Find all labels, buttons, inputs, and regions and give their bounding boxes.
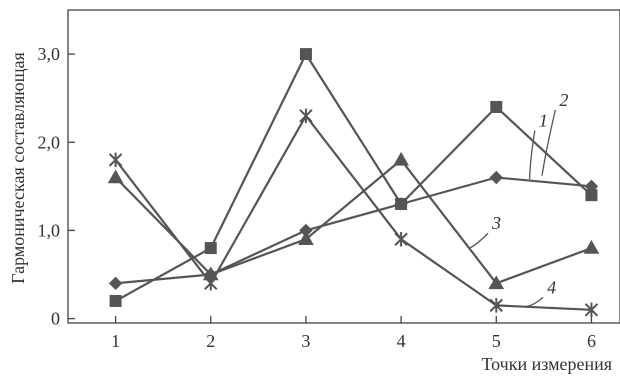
data-point <box>299 48 312 61</box>
data-point <box>109 294 122 307</box>
data-point <box>107 169 124 184</box>
data-point <box>204 242 217 255</box>
series-label-leader <box>528 130 536 180</box>
y-tick-label: 0 <box>51 309 60 329</box>
x-axis-label: Точки измерения <box>481 354 612 374</box>
y-tick-label: 1,0 <box>38 220 61 240</box>
x-tick-label: 5 <box>492 331 501 351</box>
data-point <box>489 170 503 185</box>
series-line <box>114 158 592 285</box>
x-tick-label: 1 <box>111 331 120 351</box>
data-point <box>204 276 218 291</box>
series-label: 1 <box>539 111 548 131</box>
x-tick-label: 4 <box>397 331 406 351</box>
series-label-leader <box>469 232 489 249</box>
series-label-leader <box>526 296 544 307</box>
x-tick-label: 6 <box>587 331 596 351</box>
data-point <box>583 240 600 254</box>
data-point <box>488 275 505 290</box>
data-point <box>395 197 408 210</box>
series-1 <box>108 170 599 291</box>
data-point <box>394 232 408 247</box>
series-4 <box>108 108 599 317</box>
x-tick-label: 3 <box>301 331 310 351</box>
y-axis-label: Гармоническая составляющая <box>8 52 28 284</box>
data-point <box>108 152 123 168</box>
data-point <box>489 298 503 313</box>
series-label: 3 <box>491 213 501 233</box>
plot-frame <box>67 9 620 324</box>
data-point <box>490 100 503 113</box>
data-point <box>298 231 314 245</box>
series-label: 2 <box>559 90 568 110</box>
y-tick-label: 2,0 <box>38 132 61 152</box>
series-3 <box>107 151 600 290</box>
x-tick-label: 2 <box>206 331 215 351</box>
data-point <box>584 302 599 317</box>
series-label-leader <box>541 109 557 176</box>
data-point <box>585 189 598 202</box>
series-label: 4 <box>547 277 556 297</box>
data-point <box>299 108 313 124</box>
data-point <box>108 276 123 291</box>
data-point <box>393 151 409 166</box>
y-tick-label: 3,0 <box>38 44 61 64</box>
series-line <box>115 176 592 285</box>
series-line <box>114 114 592 311</box>
